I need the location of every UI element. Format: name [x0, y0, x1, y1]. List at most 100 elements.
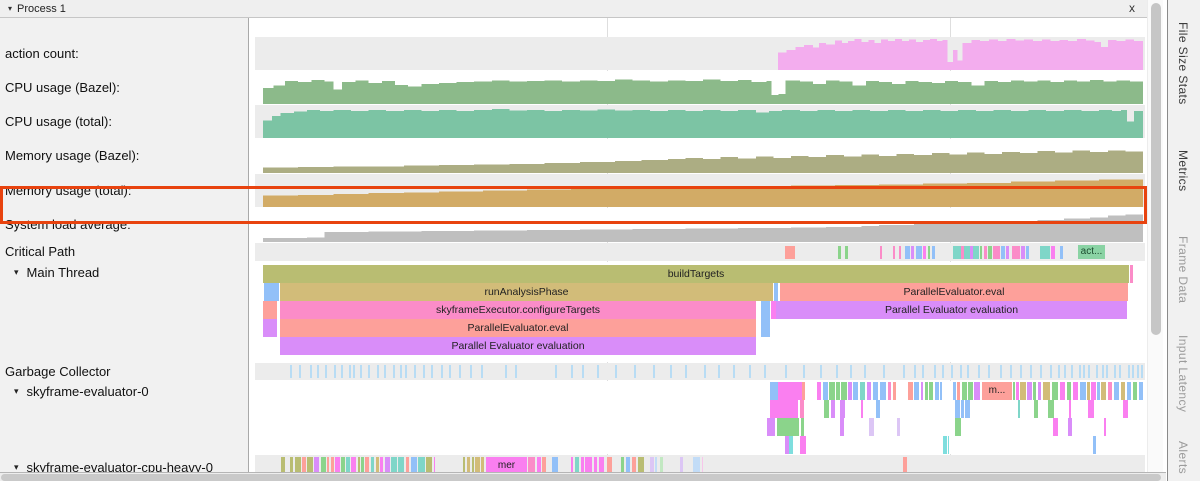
gc-event-tick[interactable] [941, 365, 944, 378]
critical-path-segment[interactable] [923, 246, 926, 259]
trace-event-bar[interactable] [371, 457, 375, 474]
critical-path-action-block[interactable]: act... [1078, 245, 1105, 259]
critical-path-segment[interactable] [1001, 246, 1005, 259]
gc-event-tick[interactable] [1050, 365, 1052, 378]
trace-event-bar[interactable] [693, 457, 700, 474]
trace-event-bar[interactable] [896, 418, 900, 436]
trace-event-bar[interactable] [973, 382, 981, 400]
trace-event-bar[interactable] [956, 382, 960, 400]
critical-path-segment[interactable] [928, 246, 930, 259]
trace-event-bar[interactable] [417, 457, 425, 474]
trace-event-block[interactable] [802, 382, 805, 400]
trace-event-bar[interactable] [410, 457, 417, 474]
gc-event-tick[interactable] [348, 365, 351, 378]
gc-event-tick[interactable] [340, 365, 343, 378]
trace-event-block[interactable] [800, 400, 804, 418]
trace-event-bar[interactable] [892, 382, 896, 400]
track-action-count[interactable] [255, 37, 1145, 70]
trace-event-block[interactable] [801, 418, 804, 436]
gc-event-tick[interactable] [882, 365, 885, 378]
trace-event-bar[interactable] [1132, 382, 1138, 400]
gc-event-tick[interactable] [864, 365, 867, 378]
gc-event-tick[interactable] [384, 365, 387, 378]
trace-event-bar[interactable] [379, 457, 384, 474]
trace-event-bar[interactable] [346, 457, 351, 474]
flame-bar-runanalysisphase[interactable]: runAnalysisPhase [280, 283, 773, 301]
trace-event-block[interactable] [785, 436, 789, 454]
vertical-scrollbar[interactable] [1147, 0, 1163, 472]
trace-event-bar[interactable] [320, 457, 327, 474]
gc-event-tick[interactable] [732, 365, 735, 378]
gc-event-tick[interactable] [1029, 365, 1032, 378]
critical-path-segment[interactable] [1060, 246, 1063, 259]
gc-event-tick[interactable] [392, 365, 395, 378]
trace-event-block[interactable] [767, 418, 775, 436]
trace-event-bar[interactable] [542, 457, 547, 474]
trace-event-bar[interactable] [1072, 382, 1078, 400]
trace-event-bar[interactable] [1139, 382, 1143, 400]
gc-event-tick[interactable] [615, 365, 617, 378]
trace-event-bar[interactable] [621, 457, 625, 474]
trace-event-bar[interactable] [466, 457, 471, 474]
trace-event-bar[interactable] [848, 382, 852, 400]
gc-event-tick[interactable] [1087, 365, 1090, 378]
critical-path-segment[interactable] [970, 246, 973, 259]
trace-event-bar[interactable] [1051, 382, 1058, 400]
trace-event-bar[interactable] [1017, 400, 1020, 418]
track-main-thread[interactable]: buildTargets runAnalysisPhase ParallelEval… [255, 262, 1145, 362]
gc-event-tick[interactable] [1079, 365, 1082, 378]
trace-event-bar[interactable] [1026, 382, 1032, 400]
critical-path-segment[interactable] [964, 246, 970, 259]
trace-event-bar[interactable] [840, 382, 847, 400]
trace-event-bar[interactable] [580, 457, 585, 474]
trace-event-bar[interactable] [867, 382, 872, 400]
gc-event-tick[interactable] [317, 365, 319, 378]
trace-event-bar[interactable] [471, 457, 474, 474]
trace-event-bar[interactable] [1052, 418, 1059, 436]
gc-event-tick[interactable] [360, 365, 363, 378]
flame-bar[interactable] [774, 283, 778, 301]
gc-event-tick[interactable] [1113, 365, 1116, 378]
trace-event-bar[interactable] [405, 457, 410, 474]
gc-event-tick[interactable] [309, 365, 312, 378]
trace-event-bar[interactable] [876, 400, 880, 418]
trace-event-bar[interactable] [290, 457, 294, 474]
track-label-main-thread[interactable]: ▾ Main Thread [0, 263, 248, 281]
trace-event-bar[interactable] [434, 457, 435, 474]
critical-path-segment[interactable] [1040, 246, 1050, 259]
trace-event-bar[interactable] [935, 382, 940, 400]
flame-bar-parallel-evaluator-evaluation[interactable]: Parallel Evaluator evaluation [776, 301, 1127, 319]
trace-event-bar[interactable] [967, 382, 973, 400]
trace-event-bar[interactable] [327, 457, 330, 474]
gc-event-tick[interactable] [440, 365, 443, 378]
gc-event-tick[interactable] [299, 365, 302, 378]
trace-event-bar[interactable] [340, 457, 345, 474]
trace-event-bar[interactable] [660, 457, 664, 474]
gc-event-tick[interactable] [423, 365, 426, 378]
gc-event-tick[interactable] [652, 365, 655, 378]
trace-event-bar[interactable] [939, 382, 943, 400]
trace-event-bar[interactable] [480, 457, 484, 474]
critical-path-segment[interactable] [880, 246, 882, 259]
critical-path-segment[interactable] [838, 246, 841, 259]
trace-event-bar[interactable] [961, 400, 964, 418]
critical-path-segment[interactable] [899, 246, 901, 259]
gc-event-tick[interactable] [763, 365, 766, 378]
gc-event-tick[interactable] [1141, 365, 1144, 378]
gc-event-tick[interactable] [1131, 365, 1134, 378]
trace-event-bar[interactable] [593, 457, 598, 474]
trace-event-bar[interactable] [822, 382, 828, 400]
critical-path-segment[interactable] [993, 246, 1000, 259]
gc-event-tick[interactable] [505, 365, 507, 378]
gc-event-tick[interactable] [469, 365, 472, 378]
critical-path-segment[interactable] [953, 246, 961, 259]
trace-event-bar[interactable] [351, 457, 357, 474]
trace-event-bar[interactable] [869, 418, 874, 436]
gc-event-tick[interactable] [913, 365, 916, 378]
trace-event-bar[interactable] [860, 400, 864, 418]
trace-event-bar[interactable] [626, 457, 631, 474]
critical-path-segment[interactable] [893, 246, 895, 259]
trace-event-bar[interactable] [920, 382, 924, 400]
trace-event-bar[interactable] [925, 382, 929, 400]
gc-event-tick[interactable] [960, 365, 962, 378]
